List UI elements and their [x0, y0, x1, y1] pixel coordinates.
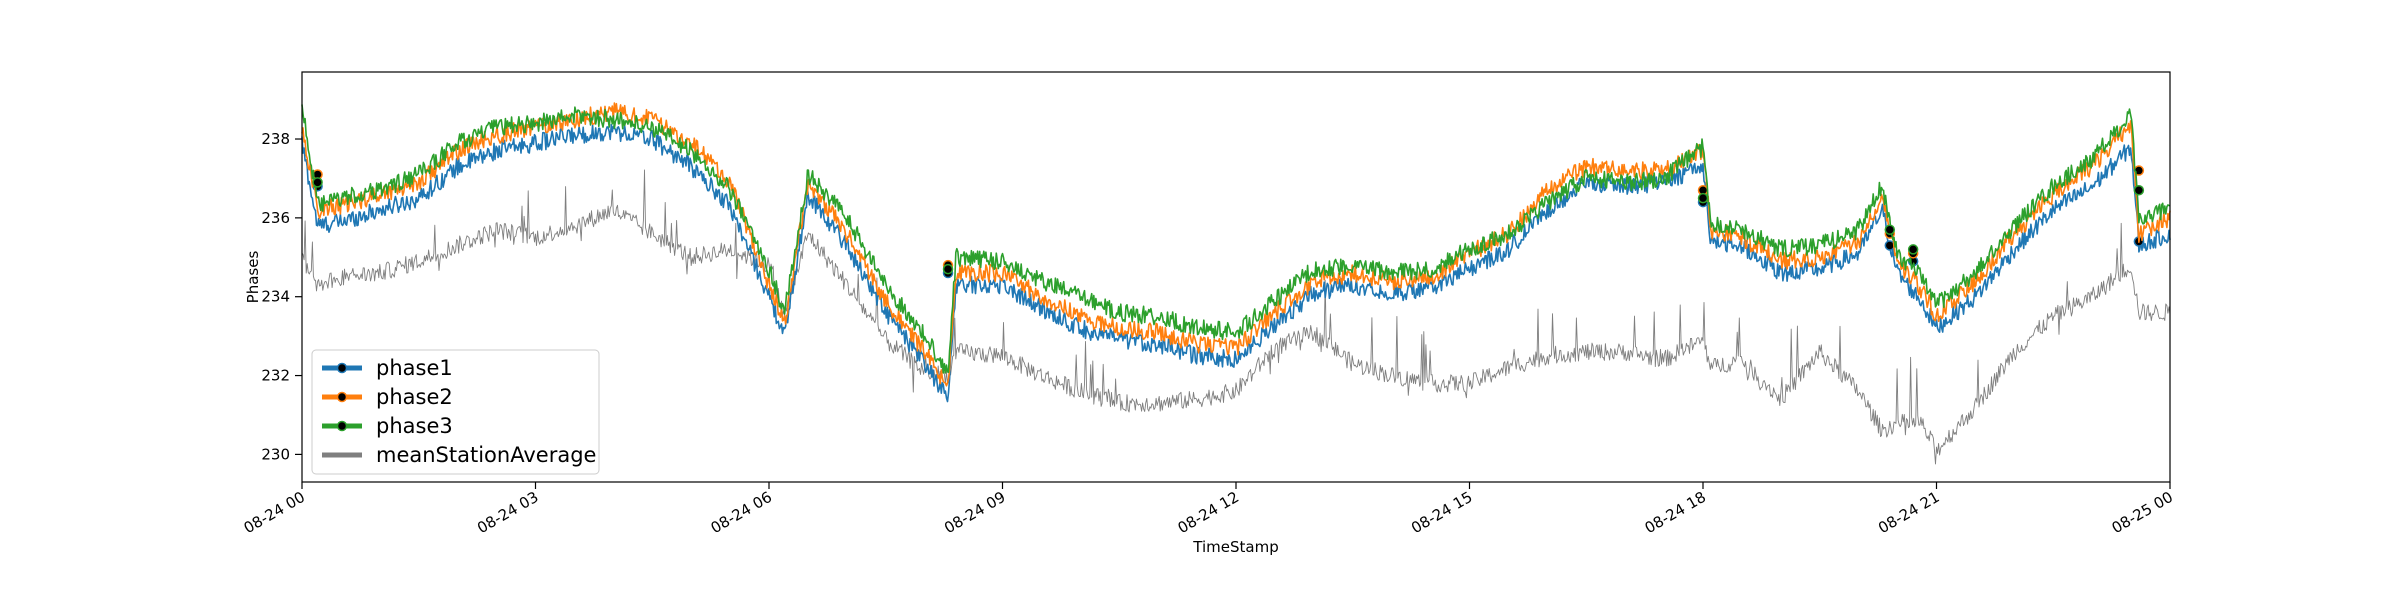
series-line-phase3 — [301, 104, 2171, 374]
x-tick-label: 08-24 03 — [474, 488, 541, 537]
marker-phase3-2 — [1697, 192, 1709, 204]
x-tick-label: 08-24 12 — [1175, 488, 1242, 537]
legend-label-meanStationAverage: meanStationAverage — [376, 443, 596, 467]
marker-phase3-4 — [1907, 244, 1919, 255]
y-tick-label: 234 — [261, 288, 290, 306]
legend-label-phase3: phase3 — [376, 414, 453, 438]
x-tick-label: 08-24 06 — [708, 488, 775, 537]
y-axis: 230 232 234 236 238 — [261, 130, 302, 463]
y-tick-label: 230 — [261, 445, 290, 463]
y-tick-label: 238 — [261, 130, 290, 148]
y-tick-label: 236 — [261, 209, 290, 227]
legend-marker-phase1 — [336, 362, 348, 374]
legend-marker-phase2 — [336, 391, 348, 403]
legend-label-phase1: phase1 — [376, 356, 453, 380]
marker-phase3-3 — [1884, 224, 1896, 235]
series-line-phase1 — [301, 123, 2171, 403]
legend-label-phase2: phase2 — [376, 385, 453, 409]
y-axis-label: Phases — [244, 251, 262, 304]
legend-frame — [311, 349, 600, 475]
x-tick-label: 08-24 00 — [241, 488, 308, 537]
marker-phase3-1 — [942, 263, 954, 275]
marker-phase3-0 — [312, 177, 323, 188]
legend-marker-phase3 — [336, 420, 348, 432]
x-tick-label: 08-24 21 — [1875, 488, 1942, 537]
x-tick-label: 08-24 15 — [1408, 488, 1475, 537]
x-axis: 08-24 00 08-24 03 08-24 06 08-24 09 08-24 12… — [241, 482, 2176, 537]
y-tick-label: 232 — [261, 367, 290, 385]
plot-area — [301, 102, 2171, 465]
x-tick-label: 08-24 09 — [941, 488, 1008, 537]
x-tick-label: 08-25 00 — [2109, 488, 2176, 537]
x-axis-label: TimeStamp — [1192, 538, 1278, 556]
legend: phase1 phase2 phase3 meanStationAverage — [311, 349, 600, 475]
marker-phase3-5 — [2133, 185, 2145, 196]
series-line-meanStationAverage — [301, 169, 2171, 465]
x-tick-label: 08-24 18 — [1642, 488, 1709, 537]
